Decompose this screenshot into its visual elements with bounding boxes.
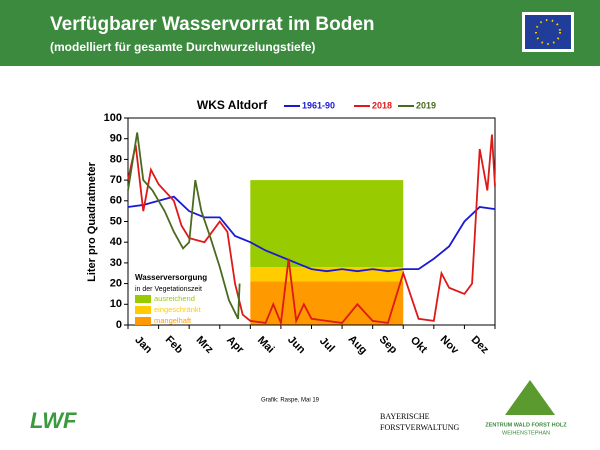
y-tick-label: 20 [110, 278, 122, 290]
y-tick-label: 90 [110, 133, 122, 145]
band-legend-swatch [135, 317, 151, 325]
legend-label: 2018 [372, 100, 392, 110]
series-line [127, 195, 496, 273]
y-tick-label: 100 [104, 112, 122, 124]
y-tick-label: 40 [110, 236, 122, 248]
band-legend-label: mangelhaft [154, 316, 192, 325]
band-legend-swatch [135, 306, 151, 314]
band [250, 267, 404, 282]
band-legend-swatch [135, 295, 151, 303]
band [250, 180, 404, 268]
y-axis-label: Liter pro Quadratmeter [86, 161, 98, 282]
legend-label: 1961-90 [302, 100, 335, 110]
logo-triangle [505, 380, 555, 415]
y-tick-label: 10 [110, 298, 122, 310]
y-tick-label: 30 [110, 257, 122, 269]
series-line [127, 134, 496, 327]
slide-subtitle: (modelliert für gesamte Durchwurzelungst… [50, 40, 315, 54]
org-name: ZENTRUM WALD FORST HOLZ [485, 422, 567, 428]
y-tick-label: 70 [110, 174, 122, 186]
band-legend-title: Wasserversorgung [135, 273, 207, 282]
chart: WKS Altdorf Liter pro Quadratmeter [86, 98, 268, 282]
legend-label: 2019 [416, 100, 436, 110]
y-tick-label: 50 [110, 215, 122, 227]
y-tick-label: 60 [110, 195, 122, 207]
org-name: FORSTVERWALTUNG [380, 423, 459, 432]
org-name: BAYERISCHE [380, 412, 430, 421]
band-legend-label: eingeschränkt [154, 305, 202, 314]
series-line [127, 132, 241, 320]
logo-lwf: LWF [30, 408, 77, 433]
y-tick-label: 0 [116, 319, 122, 331]
header-band [0, 0, 600, 66]
band-legend-label: ausreichend [154, 294, 195, 303]
eu-logo [522, 12, 574, 52]
chart-title: WKS Altdorf [197, 98, 268, 112]
org-name: WEIHENSTEPHAN [502, 430, 550, 436]
band-legend-subtitle: in der Vegetationszeit [135, 286, 202, 293]
credit: Grafik: Raspe, Mai 19 [261, 398, 320, 404]
y-tick-label: 80 [110, 153, 122, 165]
band [250, 281, 404, 325]
slide-title: Verfügbarer Wasservorrat im Boden [50, 14, 375, 35]
